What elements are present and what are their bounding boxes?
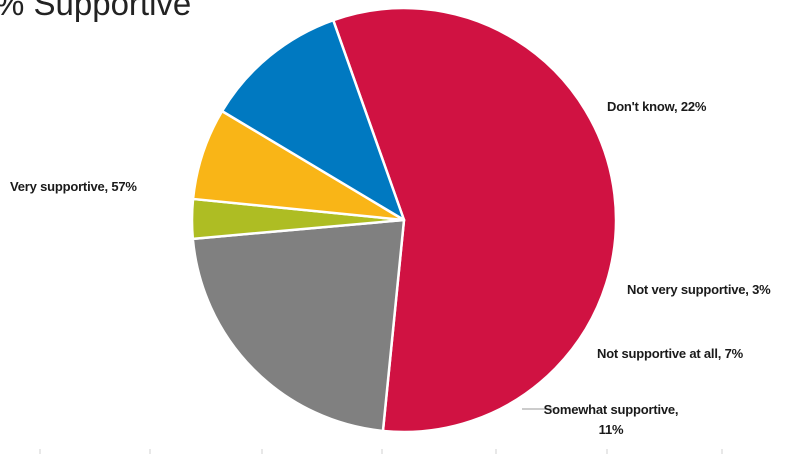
label-very-supportive: Very supportive, 57% [10, 179, 137, 194]
slice-dont-know [191, 218, 406, 433]
label-not-supportive-at-all: Not supportive at all, 7% [597, 346, 744, 361]
label-somewhat-supportive-line1: Somewhat supportive, [544, 402, 679, 417]
slice-very-supportive [331, 6, 618, 434]
label-dont-know: Don't know, 22% [607, 99, 707, 114]
pie-slices [190, 6, 618, 434]
label-not-very-supportive: Not very supportive, 3% [627, 282, 771, 297]
slice-somewhat-supportive [220, 18, 406, 222]
label-somewhat-supportive-line2: 11% [599, 422, 624, 437]
chart-title: % Supportive [0, 0, 191, 22]
baseline-tick-marks [39, 449, 723, 454]
